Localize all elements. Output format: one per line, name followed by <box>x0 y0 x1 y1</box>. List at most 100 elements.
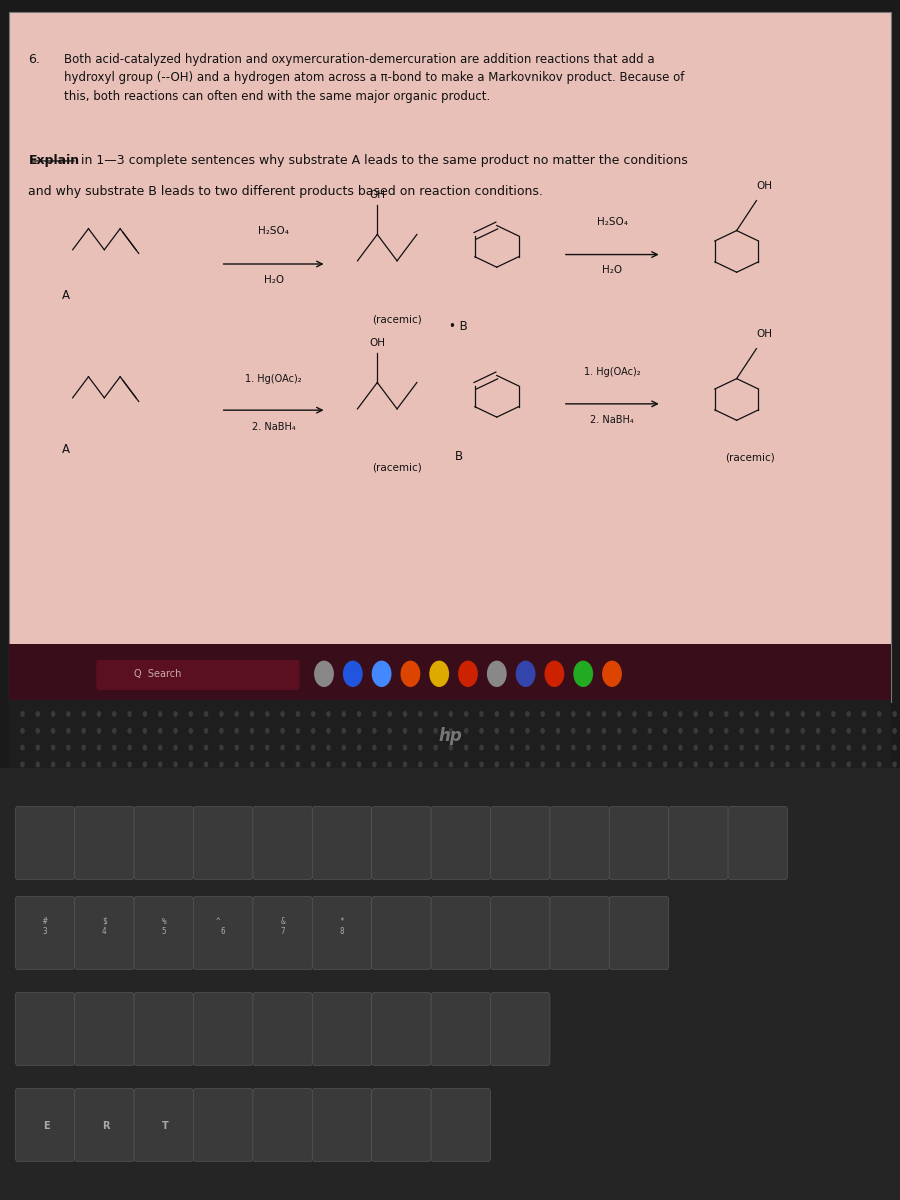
Text: and why substrate B leads to two different products based on reaction conditions: and why substrate B leads to two differe… <box>29 185 544 198</box>
Circle shape <box>832 762 836 768</box>
FancyBboxPatch shape <box>312 1088 372 1162</box>
Circle shape <box>893 744 897 751</box>
Circle shape <box>343 660 363 686</box>
Circle shape <box>464 727 468 733</box>
Circle shape <box>173 744 178 751</box>
Text: A: A <box>62 443 70 456</box>
Circle shape <box>526 710 530 718</box>
Circle shape <box>572 762 576 768</box>
Circle shape <box>602 660 622 686</box>
Text: H₂O: H₂O <box>264 275 284 286</box>
Circle shape <box>617 762 621 768</box>
Circle shape <box>220 710 224 718</box>
Circle shape <box>250 727 255 733</box>
Circle shape <box>786 710 790 718</box>
Circle shape <box>429 660 449 686</box>
Circle shape <box>250 744 255 751</box>
FancyBboxPatch shape <box>253 1088 312 1162</box>
Circle shape <box>663 762 668 768</box>
FancyBboxPatch shape <box>253 896 312 970</box>
Circle shape <box>203 744 208 751</box>
Circle shape <box>495 762 500 768</box>
Circle shape <box>388 727 392 733</box>
FancyBboxPatch shape <box>194 806 253 880</box>
Circle shape <box>327 727 331 733</box>
Circle shape <box>602 727 607 733</box>
Circle shape <box>487 660 507 686</box>
Circle shape <box>50 744 56 751</box>
Bar <box>0 768 900 1200</box>
FancyBboxPatch shape <box>312 992 372 1066</box>
Circle shape <box>403 744 408 751</box>
FancyBboxPatch shape <box>96 660 300 690</box>
FancyBboxPatch shape <box>15 1088 75 1162</box>
Circle shape <box>862 710 867 718</box>
Circle shape <box>617 744 621 751</box>
Text: OH: OH <box>369 338 385 348</box>
Circle shape <box>81 710 86 718</box>
Text: H₂SO₄: H₂SO₄ <box>597 217 628 228</box>
Circle shape <box>203 727 208 733</box>
Circle shape <box>434 727 438 733</box>
Circle shape <box>801 762 806 768</box>
Text: OH: OH <box>369 190 385 200</box>
Text: (racemic): (racemic) <box>725 452 775 463</box>
Circle shape <box>97 762 102 768</box>
Circle shape <box>128 727 132 733</box>
Circle shape <box>142 762 148 768</box>
Text: #
3: # 3 <box>42 917 48 936</box>
Circle shape <box>342 727 346 733</box>
Circle shape <box>81 744 86 751</box>
Circle shape <box>602 710 607 718</box>
Circle shape <box>36 744 40 751</box>
Circle shape <box>296 744 301 751</box>
Circle shape <box>400 660 420 686</box>
Circle shape <box>50 710 56 718</box>
Circle shape <box>448 727 453 733</box>
Circle shape <box>220 744 224 751</box>
FancyBboxPatch shape <box>194 992 253 1066</box>
Circle shape <box>786 744 790 751</box>
FancyBboxPatch shape <box>728 806 788 880</box>
Circle shape <box>234 727 239 733</box>
Circle shape <box>495 710 500 718</box>
Text: 2. NaBH₄: 2. NaBH₄ <box>590 415 634 425</box>
Circle shape <box>587 710 590 718</box>
Bar <box>9 644 891 702</box>
Circle shape <box>770 727 774 733</box>
Circle shape <box>173 762 178 768</box>
Circle shape <box>20 762 25 768</box>
FancyBboxPatch shape <box>75 806 134 880</box>
Circle shape <box>801 710 806 718</box>
Circle shape <box>479 744 484 751</box>
Text: (racemic): (racemic) <box>373 462 422 473</box>
Circle shape <box>587 744 590 751</box>
Circle shape <box>755 710 760 718</box>
Circle shape <box>373 744 377 751</box>
Circle shape <box>663 744 668 751</box>
Circle shape <box>832 744 836 751</box>
Circle shape <box>418 727 423 733</box>
Circle shape <box>648 762 652 768</box>
Circle shape <box>173 710 178 718</box>
Circle shape <box>464 762 468 768</box>
FancyBboxPatch shape <box>431 806 490 880</box>
Circle shape <box>556 744 561 751</box>
Circle shape <box>495 744 500 751</box>
Text: hp: hp <box>438 726 462 744</box>
Circle shape <box>356 744 362 751</box>
Circle shape <box>816 710 821 718</box>
Circle shape <box>724 744 729 751</box>
Circle shape <box>373 710 377 718</box>
Circle shape <box>755 762 760 768</box>
Circle shape <box>862 727 867 733</box>
Circle shape <box>373 762 377 768</box>
Circle shape <box>97 744 102 751</box>
Circle shape <box>556 762 561 768</box>
FancyBboxPatch shape <box>431 992 490 1066</box>
Circle shape <box>709 762 713 768</box>
Circle shape <box>434 710 438 718</box>
FancyBboxPatch shape <box>134 806 194 880</box>
Circle shape <box>739 710 743 718</box>
Circle shape <box>526 744 530 751</box>
